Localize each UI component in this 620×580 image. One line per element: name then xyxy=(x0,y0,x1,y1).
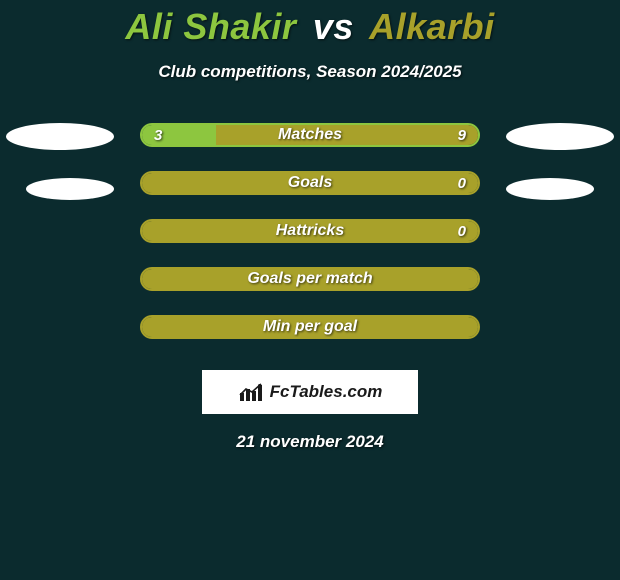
stat-bar: Goals per match xyxy=(140,267,480,291)
stat-rows: 39Matches 0Goals 0Hattricks Goals per match… xyxy=(0,122,620,340)
source-badge-text: FcTables.com xyxy=(270,382,383,402)
comparison-infographic: Ali Shakir vs Alkarbi Club competitions,… xyxy=(0,0,620,580)
page-title: Ali Shakir vs Alkarbi xyxy=(0,0,620,48)
stat-bar: 0Hattricks xyxy=(140,219,480,243)
stat-bar: Min per goal xyxy=(140,315,480,339)
stat-label: Goals per match xyxy=(142,269,478,289)
stat-label: Hattricks xyxy=(142,221,478,241)
stat-label: Min per goal xyxy=(142,317,478,337)
vs-label: vs xyxy=(313,6,354,47)
stat-row: Goals per match xyxy=(0,266,620,292)
stat-row: 0Goals xyxy=(0,170,620,196)
source-badge: FcTables.com xyxy=(202,370,418,414)
stat-row: 39Matches xyxy=(0,122,620,148)
generated-date: 21 november 2024 xyxy=(0,432,620,452)
player2-name: Alkarbi xyxy=(369,6,495,47)
stat-bar: 39Matches xyxy=(140,123,480,147)
stat-label: Goals xyxy=(142,173,478,193)
stat-bar: 0Goals xyxy=(140,171,480,195)
player1-name: Ali Shakir xyxy=(125,6,296,47)
stat-row: 0Hattricks xyxy=(0,218,620,244)
subtitle: Club competitions, Season 2024/2025 xyxy=(0,62,620,82)
chart-icon xyxy=(238,381,264,403)
stat-row: Min per goal xyxy=(0,314,620,340)
stat-label: Matches xyxy=(142,125,478,145)
